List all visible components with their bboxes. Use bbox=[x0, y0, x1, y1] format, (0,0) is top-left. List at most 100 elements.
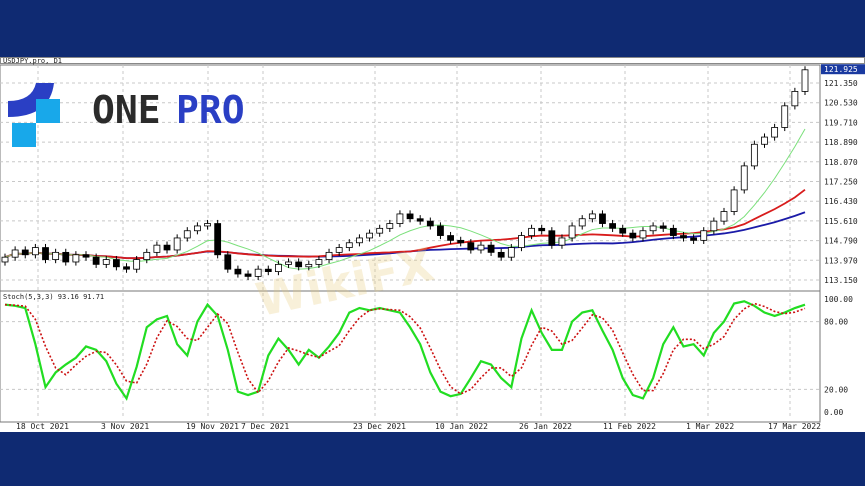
candle-body bbox=[487, 244, 495, 253]
candle-body bbox=[204, 223, 211, 227]
candle-body bbox=[507, 247, 515, 258]
stoch-tick-label: 20.00 bbox=[824, 385, 848, 394]
candle-body bbox=[305, 263, 313, 268]
candle-body bbox=[21, 249, 29, 256]
candle-body bbox=[680, 235, 687, 239]
candle-body bbox=[386, 223, 394, 229]
candle-body bbox=[42, 247, 49, 260]
candle-body bbox=[588, 213, 596, 220]
candle-body bbox=[426, 220, 434, 227]
candle-body bbox=[264, 268, 272, 272]
onepro-logo: ONE PRO bbox=[4, 79, 264, 149]
candle-body bbox=[639, 230, 647, 239]
candle-body bbox=[406, 213, 414, 220]
price-tick-label: 113.150 bbox=[824, 276, 858, 285]
candle-body bbox=[467, 242, 475, 251]
candle-body bbox=[720, 211, 728, 222]
candle-body bbox=[801, 69, 809, 92]
candle-body bbox=[669, 227, 677, 236]
stoch-tick-label: 80.00 bbox=[824, 318, 848, 327]
candle-body bbox=[143, 251, 151, 260]
candle-body bbox=[447, 235, 454, 241]
candle-body bbox=[396, 213, 404, 224]
candle-body bbox=[194, 225, 201, 232]
date-tick-label: 3 Nov 2021 bbox=[101, 422, 149, 431]
logo-text-one: ONE bbox=[92, 88, 161, 132]
candle-body bbox=[761, 136, 768, 145]
candle-body bbox=[325, 251, 333, 260]
chart-window[interactable]: USDJPY.pro, D1 121.350 120.530 119.710 118.8… bbox=[0, 57, 865, 432]
candle-body bbox=[497, 251, 505, 258]
candle-body bbox=[548, 230, 556, 246]
logo-square-icon bbox=[12, 123, 36, 147]
candle-body bbox=[700, 230, 708, 241]
candle-body bbox=[730, 189, 738, 212]
candle-body bbox=[163, 244, 171, 251]
candle-body bbox=[619, 227, 627, 234]
candle-body bbox=[82, 254, 90, 258]
candle-body bbox=[254, 268, 262, 277]
candle-body bbox=[538, 227, 546, 232]
candle-body bbox=[345, 242, 353, 248]
candle-body bbox=[649, 225, 657, 232]
price-tick-label: 119.710 bbox=[824, 118, 858, 127]
candle-body bbox=[214, 223, 222, 256]
candle-body bbox=[92, 256, 100, 265]
price-tick-label: 114.790 bbox=[824, 237, 858, 246]
candle-body bbox=[285, 261, 292, 265]
candle-body bbox=[416, 218, 424, 222]
date-tick-label: 23 Dec 2021 bbox=[353, 422, 406, 431]
candle-body bbox=[437, 225, 444, 236]
title-bar bbox=[0, 57, 865, 64]
candle-body bbox=[153, 244, 161, 253]
price-tick-label: 117.250 bbox=[824, 178, 858, 187]
price-chart[interactable]: USDJPY.pro, D1 121.350 120.530 119.710 118.8… bbox=[0, 57, 865, 432]
stoch-k-line bbox=[4, 300, 806, 401]
candle-body bbox=[568, 225, 576, 239]
candle-body bbox=[690, 237, 698, 241]
plot-frame bbox=[0, 64, 821, 423]
candle-body bbox=[771, 127, 779, 138]
price-tick-label: 118.890 bbox=[824, 138, 858, 147]
price-tick-label: 118.070 bbox=[824, 158, 858, 167]
candle-body bbox=[31, 247, 39, 256]
date-tick-label: 11 Feb 2022 bbox=[603, 422, 656, 431]
candle-body bbox=[315, 259, 323, 265]
candle-body bbox=[335, 247, 343, 253]
price-tick-label: 120.530 bbox=[824, 99, 858, 108]
candle-body bbox=[518, 235, 525, 248]
candle-body bbox=[791, 91, 799, 107]
candle-body bbox=[366, 232, 373, 239]
candle-body bbox=[112, 259, 120, 268]
candle-body bbox=[528, 227, 535, 236]
candle-body bbox=[659, 225, 667, 229]
candle-body bbox=[133, 259, 141, 270]
logo-text-pro: PRO bbox=[176, 88, 245, 132]
date-tick-label: 10 Jan 2022 bbox=[435, 422, 488, 431]
current-price-marker bbox=[821, 64, 865, 75]
candle-body bbox=[123, 266, 130, 270]
candle-body bbox=[234, 268, 242, 275]
candle-body bbox=[356, 237, 363, 244]
candle-body bbox=[376, 227, 384, 234]
candle-body bbox=[244, 273, 252, 277]
candle-body bbox=[609, 223, 616, 229]
price-tick-label: 116.430 bbox=[824, 197, 858, 206]
candle-body bbox=[183, 230, 191, 239]
date-tick-label: 26 Jan 2022 bbox=[519, 422, 572, 431]
candle-body bbox=[173, 237, 181, 251]
price-tick-label: 115.610 bbox=[824, 217, 858, 226]
candle-body bbox=[750, 143, 758, 167]
candle-body bbox=[578, 218, 586, 227]
candle-body bbox=[295, 261, 303, 268]
candle-body bbox=[477, 244, 485, 251]
candle-body bbox=[740, 165, 748, 191]
candle-body bbox=[224, 254, 232, 270]
date-tick-label: 7 Dec 2021 bbox=[241, 422, 289, 431]
candle-body bbox=[275, 263, 282, 272]
logo-square-icon bbox=[36, 99, 60, 123]
current-price-label: 121.925 bbox=[824, 65, 858, 74]
date-tick-label: 18 Oct 2021 bbox=[16, 422, 69, 431]
candle-body bbox=[599, 213, 606, 224]
candle-body bbox=[11, 249, 19, 258]
